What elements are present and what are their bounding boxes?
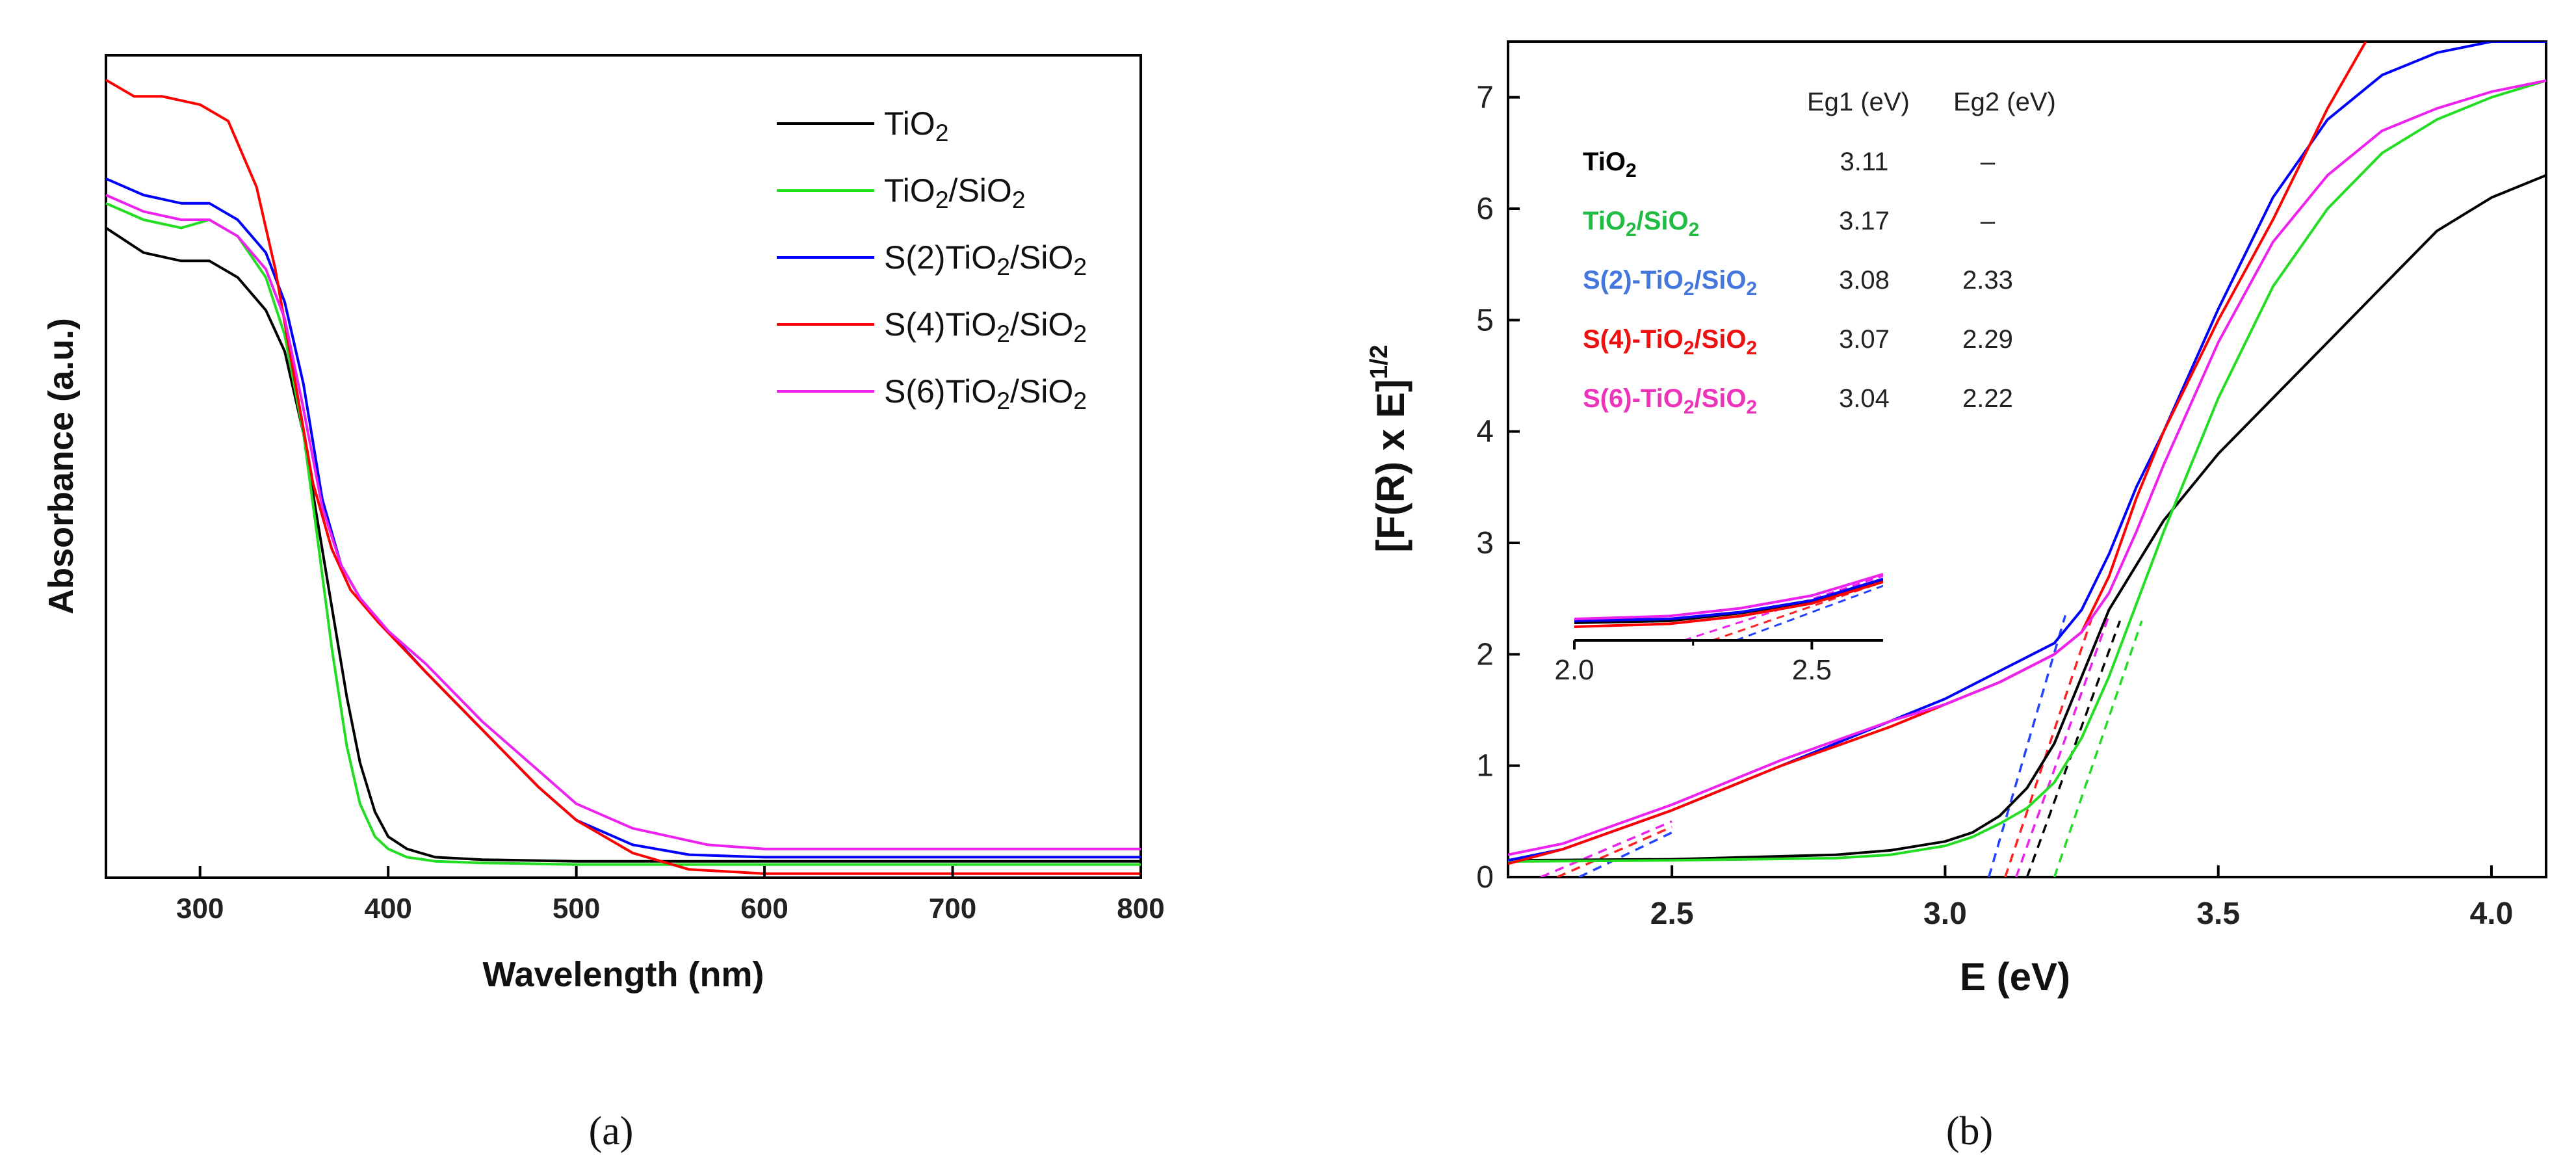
band-gap-table: Eg1 (eV) Eg2 (eV) TiO2 3.11 – TiO2/SiO2 3.17 – S… (1583, 88, 2056, 418)
tangent-line (2025, 620, 2122, 877)
tangent-line (1556, 826, 1672, 877)
x-tick-label: 4.0 (2470, 897, 2514, 931)
plot-b-y-ticks: 0 1 2 3 4 5 6 7 (1476, 81, 1520, 895)
legend-label-s-2-tio2-sio2: S(2)TiO2/SiO2 (884, 239, 1087, 280)
series-line-tio2 (1508, 174, 2546, 862)
series-line-tio2-sio2 (1508, 79, 2546, 863)
inset-plot: 2.0 2.5 (1554, 573, 1883, 686)
caption-b: (b) (1946, 1109, 1993, 1153)
inset-series-line (1574, 573, 1883, 620)
table-eg2-value: – (1981, 148, 1996, 176)
tangent-line (1578, 831, 1672, 877)
x-tick-label: 500 (553, 893, 600, 925)
x-tick-label: 800 (1117, 893, 1164, 925)
plot-a-lines (105, 79, 1141, 875)
table-row-label: TiO2 (1583, 148, 1637, 181)
plot-a-legend: TiO2 TiO2/SiO2 S(2)TiO2/SiO2 S(4)TiO2/SiO2 S… (777, 105, 1087, 414)
series-line-s-6-tio2-sio2 (105, 194, 1141, 850)
plot-a-y-axis-label: Absorbance (a.u.) (42, 318, 81, 614)
caption-a: (a) (589, 1109, 634, 1153)
plot-b-lines (1508, 42, 2546, 865)
legend-label-s-6-tio2-sio2: S(6)TiO2/SiO2 (884, 373, 1087, 414)
table-header-eg2: Eg2 (eV) (1953, 88, 2056, 116)
series-line-tio2 (105, 226, 1141, 863)
y-tick-label: 6 (1476, 192, 1494, 226)
inset-series-line (1574, 577, 1883, 622)
plot-b-x-ticks: 2.5 3.0 3.5 4.0 (1650, 865, 2514, 931)
plot-b-tangent-lines (1540, 614, 2143, 877)
x-tick-label: 2.5 (1650, 897, 1694, 931)
plot-b-x-axis-label: E (eV) (1960, 955, 2070, 999)
y-tick-label: 1 (1476, 749, 1494, 783)
series-line-s-4-tio2-sio2 (1508, 42, 2367, 865)
x-tick-label: 400 (364, 893, 411, 925)
inset-x-tick-label: 2.0 (1554, 654, 1594, 686)
inset-content (1574, 573, 1883, 640)
plot-b-y-axis-label-sup: 1/2 (1366, 345, 1393, 379)
tangent-line (2004, 614, 2094, 877)
x-tick-label: 700 (929, 893, 976, 925)
tangent-line (2053, 620, 2143, 877)
table-eg2-value: – (1981, 207, 1996, 235)
legend-label-tio2-sio2: TiO2/SiO2 (884, 172, 1026, 213)
y-tick-label: 2 (1476, 637, 1494, 672)
series-line-tio2-sio2 (105, 202, 1141, 866)
plot-b-y-axis-label: [F(R) x E]1/2 (1366, 345, 1412, 552)
table-header-eg1: Eg1 (eV) (1807, 88, 1910, 116)
table-eg2-value: 2.33 (1962, 266, 2013, 295)
table-eg1-value: 3.11 (1840, 148, 1889, 176)
inset-tangent-line (1683, 575, 1883, 640)
x-tick-label: 3.0 (1923, 897, 1967, 931)
x-tick-label: 3.5 (2196, 897, 2240, 931)
plot-b-frame (1507, 40, 2547, 878)
plot-a-frame (105, 54, 1142, 879)
y-tick-label: 3 (1476, 526, 1494, 560)
x-tick-label: 600 (740, 893, 788, 925)
table-row-label: TiO2/SiO2 (1583, 207, 1699, 241)
y-tick-label: 7 (1476, 81, 1494, 115)
table-eg2-value: 2.22 (1962, 384, 2013, 413)
table-eg1-value: 3.17 (1839, 207, 1890, 235)
table-eg1-value: 3.04 (1839, 384, 1890, 413)
tangent-line (1540, 820, 1672, 877)
table-eg1-value: 3.08 (1839, 266, 1890, 295)
inset-series-line (1574, 581, 1883, 628)
tangent-line (1987, 614, 2067, 877)
y-tick-label: 0 (1476, 860, 1494, 895)
y-tick-label: 4 (1476, 415, 1494, 449)
table-row-label: S(4)-TiO2/SiO2 (1583, 325, 1757, 359)
series-line-s-2-tio2-sio2 (1508, 42, 2546, 862)
x-tick-label: 300 (176, 893, 224, 925)
legend-label-tio2: TiO2 (884, 105, 949, 146)
inset-x-tick-label: 2.5 (1792, 654, 1832, 686)
table-row-label: S(2)-TiO2/SiO2 (1583, 266, 1757, 300)
series-line-s-2-tio2-sio2 (105, 177, 1141, 859)
series-line-s-6-tio2-sio2 (1508, 79, 2546, 856)
table-eg1-value: 3.07 (1839, 325, 1890, 354)
panel-a: 300 400 500 600 700 800 Wavelength (nm) Absor… (42, 54, 1165, 1153)
plot-a-x-axis-label: Wavelength (nm) (482, 955, 764, 994)
table-row-label: S(6)-TiO2/SiO2 (1583, 384, 1757, 418)
plot-b-y-axis-label-group: [F(R) x E]1/2 (1366, 345, 1412, 552)
panel-b: 2.5 3.0 3.5 4.0 0 1 2 3 4 5 6 7 E (eV) [F(R) x E]1… (1366, 40, 2547, 1153)
legend-label-s-4-tio2-sio2: S(4)TiO2/SiO2 (884, 306, 1087, 347)
table-eg2-value: 2.29 (1962, 325, 2013, 354)
plot-a-x-ticks: 300 400 500 600 700 800 (176, 866, 1165, 925)
y-tick-label: 5 (1476, 303, 1494, 337)
series-line-s-4-tio2-sio2 (105, 79, 1141, 875)
